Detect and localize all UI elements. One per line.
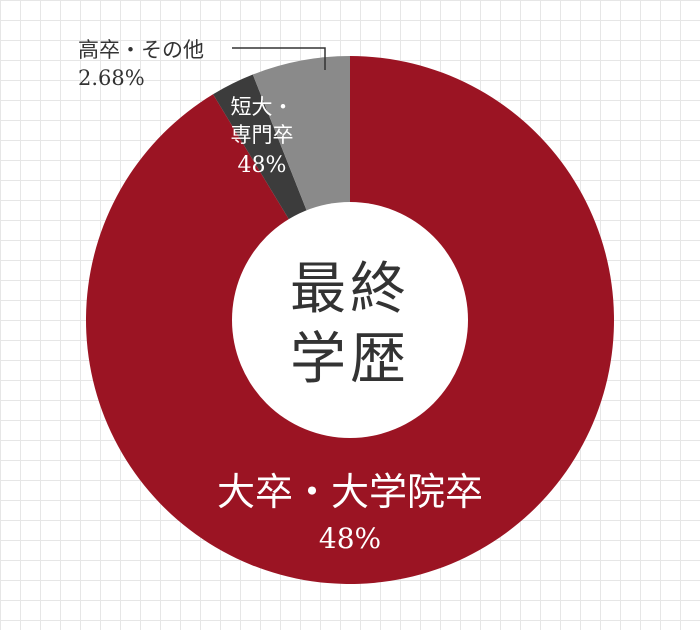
slice-label-junior-college-line-1: 短大・: [231, 95, 294, 119]
chart-title-line-2: 学歴: [290, 327, 410, 392]
slice-value-university: 48%: [319, 522, 381, 555]
slice-label-junior-college-line-2: 専門卒: [231, 123, 294, 147]
slice-label-high-school: 高卒・その他: [78, 38, 204, 62]
chart-title-line-1: 最終: [290, 257, 410, 322]
slice-value-high-school: 2.68%: [78, 66, 145, 90]
donut-center: [232, 202, 468, 438]
slice-label-university: 大卒・大学院卒: [217, 470, 483, 514]
slice-value-junior-college: 48%: [238, 153, 287, 178]
leader-line-high-school: [232, 47, 326, 70]
